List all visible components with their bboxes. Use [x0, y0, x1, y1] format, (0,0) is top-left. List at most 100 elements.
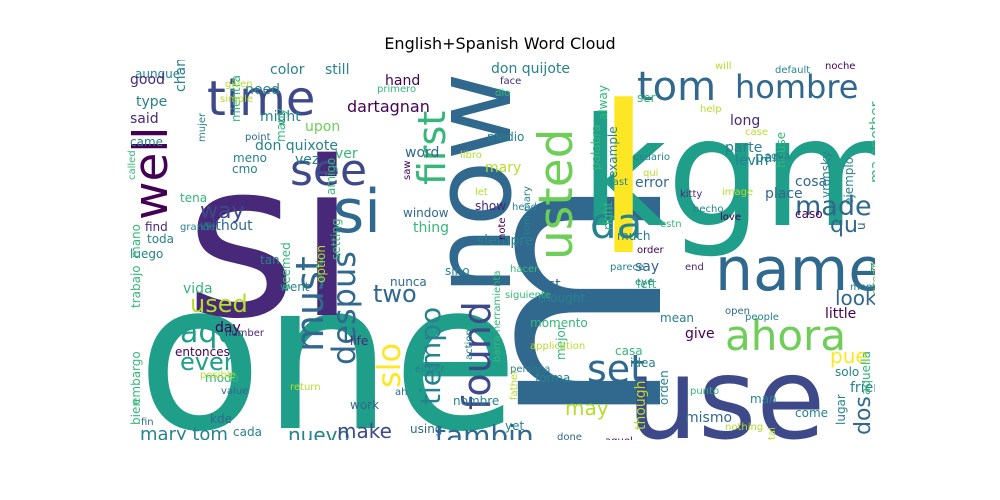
cloud-word: tiempo [414, 307, 447, 405]
cloud-word: default [775, 65, 810, 76]
cloud-word: part [755, 150, 784, 166]
cloud-word: return [290, 382, 321, 393]
word-cloud: one si m use kgm l now name time well see si tom homb… [125, 60, 875, 440]
cloud-word: place [765, 186, 803, 202]
cloud-word: tambin [435, 419, 534, 440]
cloud-word: cuenta [874, 399, 875, 440]
cloud-word: vronsky [819, 151, 833, 198]
cloud-word: friend [850, 380, 875, 396]
cloud-word: great [869, 263, 875, 295]
cloud-word: way [200, 199, 245, 224]
cloud-word: value [221, 386, 248, 397]
cloud-word: kitty [680, 189, 702, 200]
cloud-word: tal [767, 427, 778, 440]
cloud-word: still [325, 62, 349, 78]
cloud-word: see [290, 145, 367, 196]
cloud-word: example [606, 126, 620, 178]
cloud-word: m [420, 175, 722, 428]
cloud-word: siempre [477, 233, 533, 249]
cloud-word: kde [210, 412, 232, 426]
cloud-word: help [700, 104, 722, 115]
cloud-word: first [410, 111, 454, 185]
cloud-word: usuario [633, 152, 670, 163]
cloud-word: nombre [453, 394, 499, 408]
cloud-word: found [455, 301, 499, 410]
cloud-word: nuevo [288, 423, 350, 440]
cloud-word: tom mary [522, 186, 533, 235]
cloud-word: might [260, 109, 301, 125]
cloud-word: aunque [135, 67, 180, 81]
cloud-word: palabra [589, 124, 603, 170]
cloud-word: pue [830, 344, 868, 368]
cloud-word: work [350, 398, 379, 412]
cloud-word: type [136, 94, 167, 110]
cloud-word: mujer [197, 112, 208, 142]
cloud-word: posible [200, 370, 236, 381]
cloud-word: hombre [735, 68, 858, 106]
cloud-word: aquel [605, 436, 633, 440]
cloud-word: show [475, 199, 506, 213]
cloud-word: mientra [229, 75, 243, 122]
cloud-word: ver [335, 146, 358, 162]
cloud-word: let [475, 187, 488, 198]
cloud-word: error [635, 175, 669, 191]
cloud-word: order [637, 245, 665, 256]
cloud-word: look [835, 286, 875, 310]
cloud-word: point [245, 132, 271, 143]
cloud-word: application [530, 341, 585, 352]
cloud-word: little [825, 306, 856, 322]
cloud-word: saw [402, 160, 413, 180]
cloud-word: using [410, 422, 442, 436]
cloud-word: case [745, 127, 768, 138]
cloud-word: mary tom [140, 424, 228, 440]
cloud-word: last [610, 177, 628, 188]
cloud-word: window [403, 206, 449, 220]
cloud-word: entonces [175, 345, 230, 359]
cloud-word: simple [220, 94, 253, 105]
cloud-word: cada [233, 425, 262, 439]
cloud-word: action [464, 329, 475, 360]
cloud-word: time [207, 71, 315, 127]
cloud-word: though [633, 380, 649, 430]
cloud-word: without [200, 218, 253, 234]
cloud-word: thing [413, 220, 449, 236]
cloud-word: forma [535, 371, 570, 385]
cloud-word: number [225, 328, 265, 339]
cloud-word: cosa [795, 174, 827, 190]
cloud-word: estn [660, 219, 682, 230]
cloud-word: punto [690, 386, 719, 397]
cloud-word: left [637, 277, 657, 291]
cloud-word: parece [610, 262, 644, 273]
cloud-word: face [500, 76, 521, 87]
cloud-word: modo [205, 371, 239, 385]
cloud-word: nunca [390, 275, 427, 289]
cloud-word: will [715, 61, 732, 72]
cloud-word: tom [637, 64, 716, 110]
cloud-word: mano [129, 224, 143, 258]
cloud-word: mary [485, 160, 521, 176]
cloud-word: toda [147, 232, 174, 246]
cloud-word: bien [129, 399, 143, 425]
cloud-word: said [130, 111, 159, 127]
cloud-word: ahora [725, 311, 846, 360]
cloud-word: fin [141, 417, 154, 428]
cloud-word: come [795, 406, 828, 420]
cloud-word: people [745, 312, 779, 323]
cloud-word: mean [660, 311, 694, 325]
cloud-word: list [540, 277, 561, 293]
cloud-word: set [587, 347, 645, 391]
cloud-word: noche [825, 61, 855, 72]
cloud-word: primero [377, 84, 416, 95]
cloud-word: l [595, 63, 652, 301]
cloud-word: don quijote [491, 61, 570, 77]
cloud-word: end [685, 262, 704, 273]
cloud-word: thought [538, 291, 585, 305]
cloud-word: momento [530, 316, 588, 330]
cloud-word: option [314, 245, 328, 283]
cloud-word: long [730, 113, 760, 129]
cloud-word: much [617, 229, 651, 243]
cloud-word: either [415, 364, 445, 375]
cloud-word: qui [643, 168, 658, 179]
cloud-word: qu [830, 213, 858, 238]
